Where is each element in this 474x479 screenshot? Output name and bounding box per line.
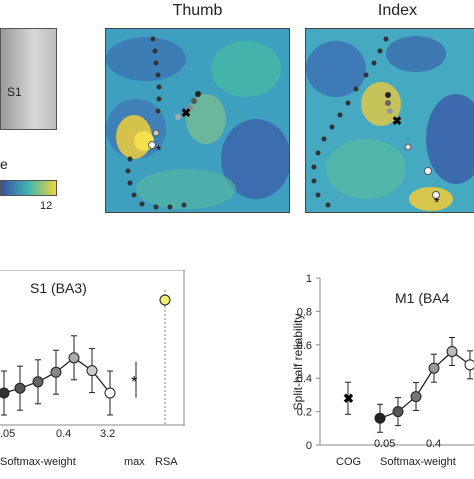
m1-ylabel: Split-half reliability [291, 313, 305, 411]
s1-data-point [86, 365, 98, 377]
s1-data-point [14, 382, 26, 394]
s1-xlabel: Softmax-weight [0, 456, 76, 468]
colorbar [0, 180, 57, 196]
m1-data-point [410, 391, 422, 403]
m1-xtick-04: 0.4 [426, 438, 442, 450]
s1-rsa-point [159, 294, 171, 306]
s1-xtick-32: 3.2 [100, 428, 116, 440]
s1-xtick-04: 0.4 [56, 428, 72, 440]
m1-chart-title: M1 (BA4 [395, 290, 450, 306]
thumb-activation-map: ✖ * [105, 28, 290, 213]
m1-cog-point: ✖ [343, 391, 354, 406]
s1-anatomy-panel: S1 [0, 28, 57, 130]
m1-chart-svg: 0 0.2 0.4 0.6 0.8 1 ✖ [297, 273, 474, 452]
m1-series-line [379, 350, 471, 419]
s1-data-point [32, 376, 44, 388]
s1-xtick-rsa: RSA [155, 456, 178, 468]
s1-data-point [50, 366, 62, 378]
m1-reliability-chart: 0 0.2 0.4 0.6 0.8 1 ✖ M1 (BA4 Split-half relia… [280, 260, 474, 474]
s1-data-point [104, 387, 116, 399]
index-map-svg: ✖ * [306, 29, 474, 212]
s1-label: S1 [7, 85, 22, 99]
m1-data-point [446, 345, 458, 357]
m1-ytick-label: 0 [306, 440, 312, 452]
s1-data-point [0, 387, 10, 399]
s1-data-point [68, 352, 80, 364]
index-activation-map: ✖ * [305, 28, 474, 213]
s1-chart-svg: * [0, 269, 185, 426]
colorbar-max: 12 [40, 200, 53, 212]
s1-xtick-005: .05 [0, 428, 16, 440]
m1-ytick-label: 0.4 [297, 373, 312, 385]
m1-ytick-label: 0.2 [297, 407, 312, 419]
svg-text:✖: ✖ [181, 106, 191, 120]
m1-data-point [464, 359, 474, 371]
m1-data-point [374, 412, 386, 424]
s1-reliability-chart: * S1 (BA3) [0, 269, 185, 440]
m1-ytick-label: 0.6 [297, 340, 312, 352]
svg-text:*: * [156, 142, 162, 158]
map-title-thumb: Thumb [172, 2, 223, 19]
svg-text:*: * [434, 194, 440, 210]
m1-xtick-cog: COG [336, 456, 362, 468]
map-title-index: Index [377, 2, 418, 19]
s1-xtick-max: max [124, 456, 145, 468]
s1-max-point: * [131, 374, 137, 391]
m1-data-point [392, 406, 404, 418]
m1-xlabel: Softmax-weight [380, 456, 456, 468]
s1-chart-title: S1 (BA3) [30, 280, 87, 296]
m1-ytick-label: 0.8 [297, 306, 312, 318]
colorbar-label: e [0, 156, 8, 172]
m1-xtick-005: 0.05 [374, 438, 396, 450]
thumb-map-svg: ✖ * [106, 29, 289, 212]
svg-text:✖: ✖ [392, 114, 402, 128]
m1-data-point [428, 362, 440, 374]
m1-ytick-label: 1 [306, 273, 312, 285]
